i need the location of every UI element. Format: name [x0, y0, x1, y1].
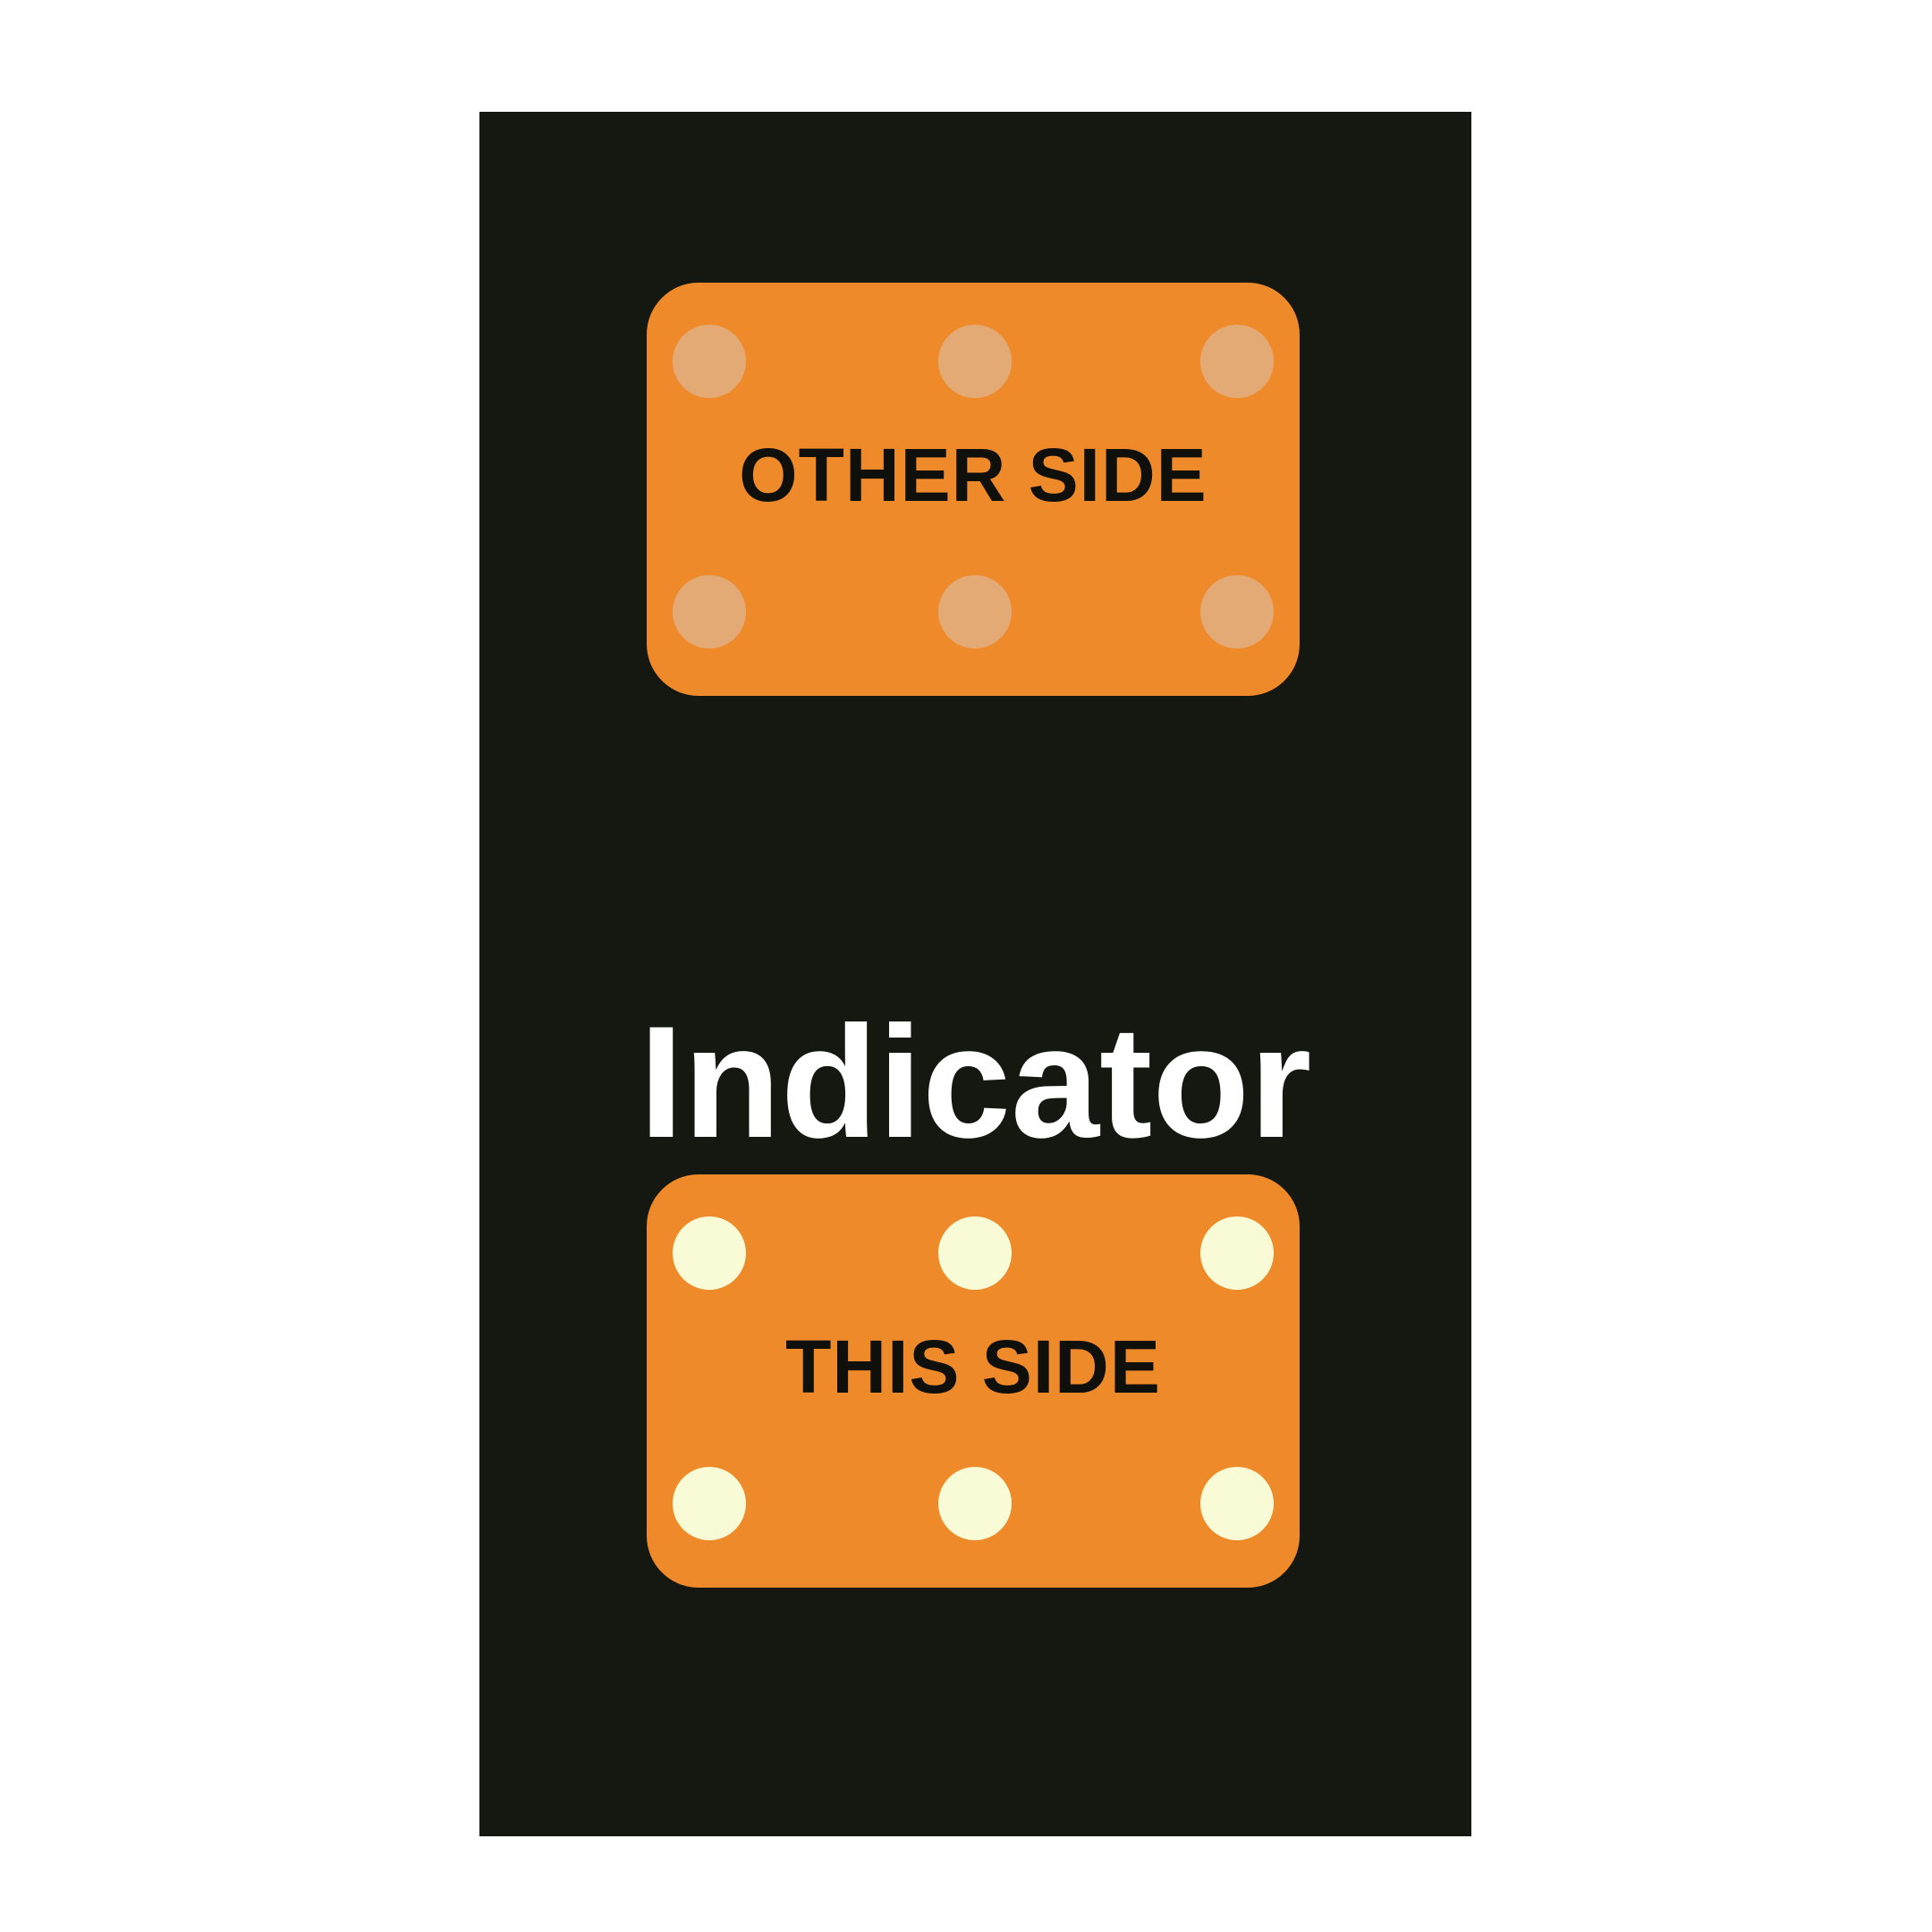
indicator-light-icon [673, 575, 746, 648]
other-side-label: OTHER SIDE [647, 430, 1300, 520]
indicator-light-icon [673, 1467, 746, 1540]
indicator-title: Indicator [479, 993, 1471, 1172]
other-side-indicator[interactable]: OTHER SIDE [647, 283, 1300, 696]
indicator-light-icon [1200, 1216, 1274, 1290]
indicator-panel: OTHER SIDE Indicator THIS SIDE [479, 112, 1471, 1836]
indicator-light-icon [938, 325, 1012, 398]
indicator-light-icon [1200, 325, 1274, 398]
indicator-light-icon [1200, 1467, 1274, 1540]
this-side-label: THIS SIDE [647, 1322, 1300, 1411]
indicator-light-icon [938, 1467, 1012, 1540]
indicator-light-icon [1200, 575, 1274, 648]
this-side-indicator[interactable]: THIS SIDE [647, 1174, 1300, 1588]
indicator-light-icon [938, 575, 1012, 648]
indicator-light-icon [673, 325, 746, 398]
indicator-light-icon [673, 1216, 746, 1290]
indicator-light-icon [938, 1216, 1012, 1290]
